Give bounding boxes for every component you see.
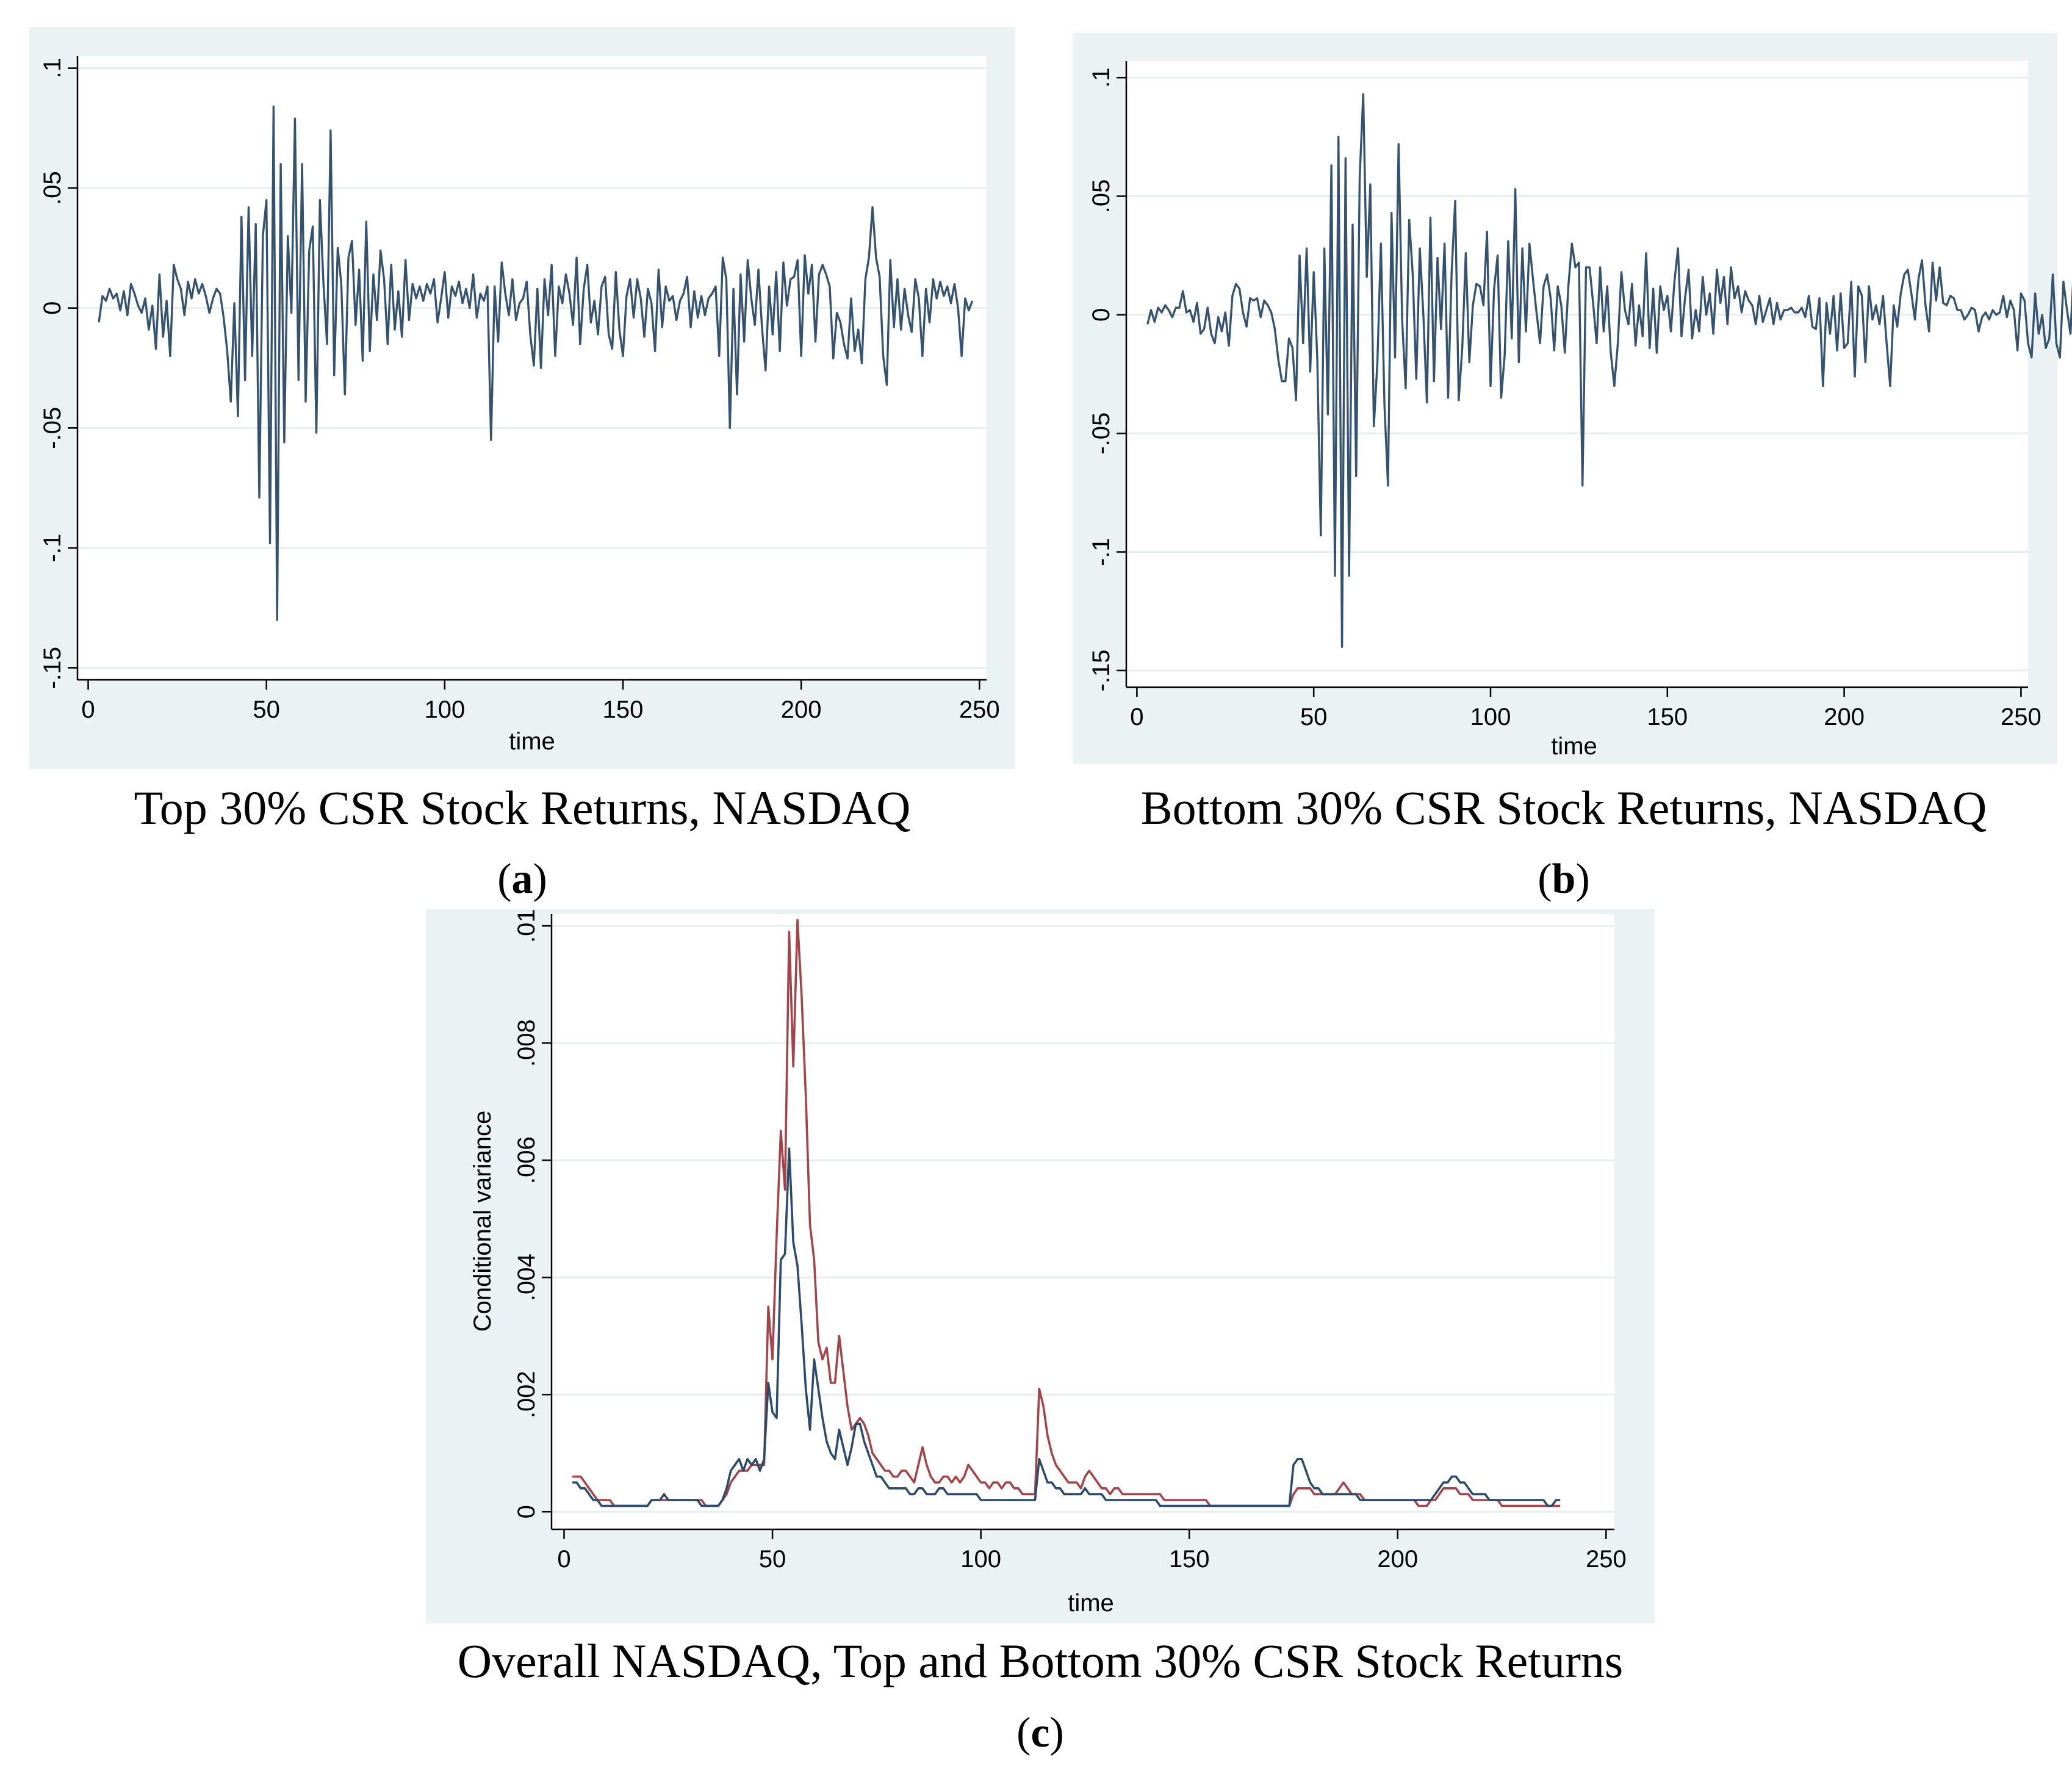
panel-b-x-tick-label: 0 bbox=[1130, 704, 1143, 730]
panel-c-top-csr-variance-line bbox=[572, 1147, 1561, 1507]
panel-c-y-tick-label: 0 bbox=[513, 1505, 540, 1518]
panel-b-y-tick-label: 0 bbox=[1088, 308, 1115, 322]
panel-a-x-tick-label: 50 bbox=[253, 696, 280, 723]
panel-b-ticks: .1 .05 0 -.05 -.1 -.15 0 50 100 150 200 250 bbox=[1088, 68, 2041, 730]
panel-b-x-axis-label: time bbox=[1551, 733, 1597, 760]
panel-c-label-open: ( bbox=[1016, 1709, 1031, 1756]
panel-a-y-tick-label: .05 bbox=[39, 171, 66, 205]
panel-b: .1 .05 0 -.05 -.1 -.15 0 50 100 150 200 250 time Bo… bbox=[1073, 33, 2072, 903]
panel-c-x-tick-label: 250 bbox=[1586, 1546, 1627, 1573]
panel-b-label-close: ) bbox=[1575, 856, 1589, 903]
panel-a-returns-line bbox=[98, 105, 974, 621]
panel-b-x-tick-label: 100 bbox=[1470, 704, 1511, 730]
panel-b-plot-area bbox=[1126, 61, 2028, 687]
panel-c-y-tick-label: .006 bbox=[513, 1136, 540, 1184]
panel-c-x-tick-label: 100 bbox=[960, 1546, 1001, 1573]
panel-c-plot-area bbox=[552, 914, 1614, 1529]
panel-b-x-tick-label: 200 bbox=[1824, 704, 1865, 730]
panel-a-label-letter: a bbox=[512, 856, 533, 903]
panel-b-label: (b) bbox=[1538, 856, 1590, 903]
panel-b-label-letter: b bbox=[1552, 856, 1576, 903]
panel-c-label: (c) bbox=[1016, 1709, 1064, 1756]
panel-c-x-tick-label: 200 bbox=[1377, 1546, 1418, 1573]
panel-b-y-tick-label: -.05 bbox=[1088, 413, 1115, 455]
panel-b-y-tick-label: .05 bbox=[1088, 179, 1115, 214]
panel-a-y-tick-label: -.1 bbox=[39, 533, 66, 562]
panel-a: .1 .05 0 -.05 -.1 -.15 0 50 100 150 200 250 time To… bbox=[29, 27, 1015, 903]
panel-b-x-tick-label: 50 bbox=[1300, 704, 1328, 730]
panel-b-x-tick-label: 250 bbox=[2001, 704, 2041, 730]
panel-c-y-tick-label: .004 bbox=[513, 1253, 540, 1301]
panel-b-y-tick-label: -.15 bbox=[1088, 649, 1115, 691]
panel-c-label-close: ) bbox=[1050, 1709, 1064, 1756]
panel-a-gridlines bbox=[77, 67, 987, 669]
panel-c-x-axis-label: time bbox=[1068, 1590, 1114, 1617]
panel-c-y-tick-label: .01 bbox=[513, 909, 540, 943]
panel-b-y-tick-label: -.1 bbox=[1088, 538, 1115, 566]
panel-b-x-tick-label: 150 bbox=[1647, 704, 1688, 730]
panel-c-x-tick-label: 50 bbox=[759, 1546, 786, 1573]
panel-c-label-letter: c bbox=[1031, 1709, 1049, 1756]
panel-a-ticks: .1 .05 0 -.05 -.1 -.15 0 50 100 150 200 250 bbox=[39, 58, 1000, 723]
panel-c-ticks: 0 .002 .004 .006 .008 .01 0 50 100 150 200 250 bbox=[513, 909, 1627, 1573]
panel-a-label-close: ) bbox=[533, 856, 547, 903]
panel-c-y-tick-label: .008 bbox=[513, 1019, 540, 1067]
panel-b-returns-line bbox=[1146, 93, 2072, 648]
panel-c-x-tick-label: 150 bbox=[1169, 1546, 1210, 1573]
panel-c-x-tick-label: 0 bbox=[557, 1546, 570, 1573]
panel-a-label-open: ( bbox=[497, 856, 511, 903]
panel-c-gridlines bbox=[552, 925, 1614, 1513]
panel-a-caption: Top 30% CSR Stock Returns, NASDAQ bbox=[134, 781, 911, 834]
panel-a-x-tick-label: 150 bbox=[603, 696, 644, 723]
panel-b-label-open: ( bbox=[1538, 856, 1552, 903]
panel-b-caption: Bottom 30% CSR Stock Returns, NASDAQ bbox=[1141, 781, 1987, 834]
panel-a-x-axis-label: time bbox=[509, 728, 555, 755]
panel-a-x-tick-label: 250 bbox=[959, 696, 1000, 723]
panel-c-y-tick-label: .002 bbox=[513, 1371, 540, 1418]
panel-a-x-tick-label: 100 bbox=[424, 696, 465, 723]
panel-b-y-tick-label: .1 bbox=[1088, 68, 1115, 88]
panel-a-y-tick-label: -.05 bbox=[39, 407, 66, 449]
panel-a-x-tick-label: 0 bbox=[81, 696, 95, 723]
panel-a-y-tick-label: 0 bbox=[39, 301, 66, 315]
panel-c-y-axis-label: Conditional variance bbox=[469, 1111, 496, 1332]
panel-a-y-tick-label: -.15 bbox=[39, 647, 66, 689]
panel-a-y-tick-label: .1 bbox=[39, 58, 66, 78]
panel-c: 0 .002 .004 .006 .008 .01 0 50 100 150 200 250 time… bbox=[426, 909, 1655, 1756]
panel-c-caption: Overall NASDAQ, Top and Bottom 30% CSR S… bbox=[458, 1634, 1624, 1687]
panel-a-label: (a) bbox=[497, 856, 547, 903]
panel-a-plot-area bbox=[77, 56, 987, 680]
panel-a-x-tick-label: 200 bbox=[781, 696, 822, 723]
